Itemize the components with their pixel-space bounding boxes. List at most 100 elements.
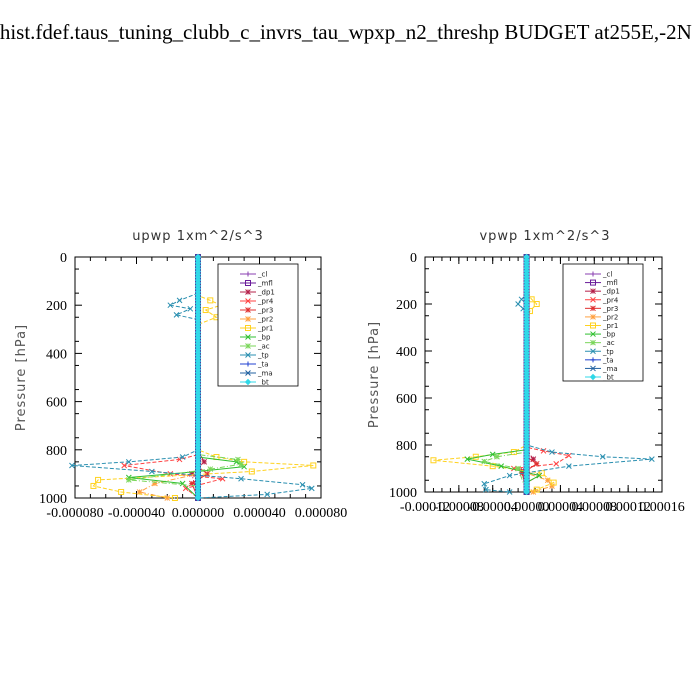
legend-marker bbox=[244, 378, 252, 386]
legend-marker bbox=[245, 289, 251, 295]
series-point-tp bbox=[176, 297, 183, 304]
series-point-pr1 bbox=[248, 468, 255, 475]
legend-box bbox=[217, 263, 299, 387]
x-tick-label: 0.000040 bbox=[233, 506, 286, 521]
series-point-ac bbox=[125, 477, 132, 483]
legend-label: _ma bbox=[257, 370, 273, 378]
series-point-dp1 bbox=[188, 471, 195, 477]
legend-label: _ac bbox=[257, 343, 270, 351]
series-line-tp bbox=[483, 257, 652, 493]
legend-marker bbox=[245, 307, 251, 313]
legend-label: _pr3 bbox=[602, 305, 618, 313]
legend-label: _ac bbox=[602, 339, 615, 347]
legend-label: _pr2 bbox=[257, 316, 273, 324]
legend-marker bbox=[245, 280, 251, 286]
y-tick-label: 400 bbox=[46, 347, 67, 362]
legend-label: _pr1 bbox=[602, 322, 618, 330]
legend-label: _bt bbox=[257, 379, 269, 387]
legend-label: _dp1 bbox=[602, 288, 620, 296]
legend-label: _ta bbox=[602, 356, 614, 364]
legend-label: _mfl bbox=[257, 280, 273, 288]
y-tick-label: 600 bbox=[46, 396, 67, 411]
legend-label: _cl bbox=[257, 271, 267, 279]
series-point-ac bbox=[235, 456, 241, 463]
x-tick-label: -0.00008 bbox=[434, 500, 484, 515]
panel-upwp: upwp 1xm^2/s^3 Pressure [hPa] 0 200 400 600 80… bbox=[14, 229, 347, 521]
series-point-tp bbox=[599, 453, 606, 460]
series-point-pr1 bbox=[90, 482, 97, 489]
series-point-ac bbox=[515, 465, 521, 472]
series-point-bt bbox=[523, 487, 530, 495]
series-line-pr1 bbox=[433, 257, 555, 493]
x-tick-label: 0.00012 bbox=[605, 500, 651, 515]
legend-marker bbox=[590, 271, 596, 277]
x-tick-label: 0.00016 bbox=[639, 500, 685, 515]
y-tick-label: 200 bbox=[396, 298, 417, 313]
legend-label: _pr4 bbox=[257, 298, 274, 306]
series-point-dp1 bbox=[201, 458, 208, 465]
series-point-ac bbox=[494, 453, 500, 460]
x-tick-label: 0.00004 bbox=[538, 500, 584, 515]
series-point-tp bbox=[179, 454, 186, 460]
series-point-pr1 bbox=[202, 307, 209, 314]
y-tick-label: 600 bbox=[396, 392, 417, 407]
series-point-bt bbox=[194, 493, 202, 501]
series-line-pr2 bbox=[138, 257, 199, 499]
legend-label: _pr1 bbox=[257, 325, 273, 333]
y-tick-label: 800 bbox=[396, 439, 417, 454]
legend-marker bbox=[590, 348, 596, 355]
legend-label: _pr4 bbox=[602, 296, 619, 304]
legend-box bbox=[562, 263, 644, 382]
legend-label: _bp bbox=[257, 334, 271, 342]
y-tick-label: 200 bbox=[46, 299, 67, 314]
series-point-pr2 bbox=[549, 483, 555, 489]
legend-marker bbox=[590, 331, 596, 337]
series-point-ac bbox=[481, 458, 488, 465]
figure-title: thist.fdef.taus_tuning_clubb_c_invrs_tau… bbox=[0, 20, 692, 44]
panel-title: upwp 1xm^2/s^3 bbox=[132, 229, 264, 244]
series-point-tp bbox=[518, 296, 525, 303]
legend-label: _pr2 bbox=[602, 313, 618, 321]
panel-title: vpwp 1xm^2/s^3 bbox=[479, 229, 610, 244]
x-tick-label: 0.000000 bbox=[172, 506, 225, 521]
legend-marker bbox=[590, 288, 596, 295]
legend-marker bbox=[590, 305, 596, 312]
series-point-tp bbox=[549, 449, 555, 455]
series-point-tp bbox=[69, 462, 75, 469]
legend-label: _pr3 bbox=[257, 307, 273, 315]
x-tick-label: 0.00000 bbox=[504, 500, 550, 515]
series-point-pr1 bbox=[533, 486, 540, 493]
legend-marker bbox=[590, 365, 596, 372]
series-point-pr1 bbox=[310, 462, 317, 469]
series-line-ac bbox=[128, 257, 242, 498]
series-point-bp bbox=[464, 456, 471, 462]
legend-marker bbox=[245, 316, 251, 322]
series-point-ac bbox=[207, 466, 214, 472]
panel-vpwp: vpwp 1xm^2/s^3 Pressure [hPa] 0 200 400 600 80… bbox=[367, 229, 685, 515]
x-tick-label: 0.000080 bbox=[295, 506, 348, 521]
series-point-pr1 bbox=[118, 488, 125, 495]
legend-label: _mfl bbox=[602, 279, 618, 287]
series-line-pr1 bbox=[92, 257, 314, 499]
series-point-tp bbox=[167, 302, 174, 309]
legend-label: _cl bbox=[602, 271, 612, 279]
series-point-pr3 bbox=[533, 460, 540, 467]
series-point-tp bbox=[299, 481, 306, 488]
x-tick-label: -0.000080 bbox=[46, 506, 103, 521]
legend-marker bbox=[589, 373, 597, 381]
series-point-pr1 bbox=[207, 297, 214, 304]
y-tick-label: 0 bbox=[410, 251, 417, 266]
series-point-pr3 bbox=[188, 480, 195, 487]
series-point-pr4 bbox=[121, 462, 128, 469]
series-point-pr1 bbox=[171, 495, 178, 501]
series-point-pr1 bbox=[538, 470, 545, 477]
y-axis-label: Pressure [hPa] bbox=[14, 324, 29, 431]
series-point-pr2 bbox=[544, 477, 551, 484]
series-point-pr3 bbox=[204, 471, 211, 477]
series-point-dp1 bbox=[530, 456, 537, 462]
legend-marker bbox=[245, 352, 251, 358]
y-tick-label: 400 bbox=[396, 345, 417, 360]
legend-marker bbox=[245, 370, 251, 376]
series-point-bp bbox=[536, 472, 543, 479]
y-tick-label: 1000 bbox=[389, 486, 417, 501]
